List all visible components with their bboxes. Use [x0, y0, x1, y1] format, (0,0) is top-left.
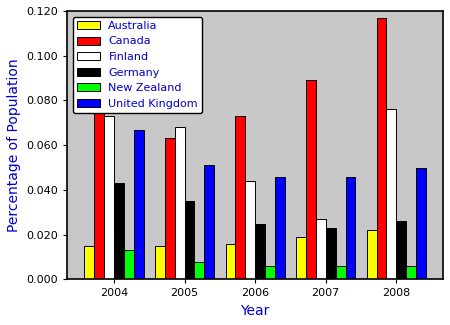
Bar: [255, 224, 265, 280]
Bar: [194, 262, 204, 280]
Bar: [245, 181, 255, 280]
Bar: [94, 98, 104, 280]
X-axis label: Year: Year: [240, 304, 270, 318]
Bar: [346, 176, 356, 280]
Bar: [235, 116, 245, 280]
Bar: [114, 183, 124, 280]
Bar: [416, 168, 426, 280]
Y-axis label: Percentage of Population: Percentage of Population: [7, 58, 21, 232]
Bar: [387, 110, 396, 280]
Bar: [124, 250, 134, 280]
Bar: [336, 266, 346, 280]
Bar: [175, 127, 184, 280]
Bar: [367, 230, 377, 280]
Bar: [204, 165, 214, 280]
Bar: [184, 201, 194, 280]
Bar: [165, 138, 175, 280]
Bar: [265, 266, 275, 280]
Bar: [396, 221, 406, 280]
Bar: [316, 219, 326, 280]
Bar: [84, 246, 94, 280]
Bar: [296, 237, 306, 280]
Bar: [225, 244, 235, 280]
Legend: Australia, Canada, Finland, Germany, New Zealand, United Kingdom: Australia, Canada, Finland, Germany, New…: [73, 17, 203, 113]
Bar: [306, 80, 316, 280]
Bar: [104, 116, 114, 280]
Bar: [377, 18, 387, 280]
Bar: [406, 266, 416, 280]
Bar: [134, 130, 144, 280]
Bar: [155, 246, 165, 280]
Bar: [275, 176, 285, 280]
Bar: [326, 228, 336, 280]
